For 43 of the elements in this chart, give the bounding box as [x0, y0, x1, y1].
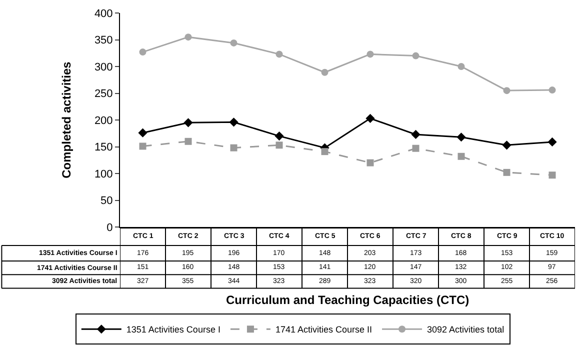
y-tick-label: 50: [100, 195, 113, 208]
y-tick-label: 350: [94, 34, 113, 47]
point: [229, 118, 238, 127]
y-tick-label: 0: [106, 222, 113, 234]
point: [502, 140, 512, 150]
point: [548, 86, 556, 94]
y-tick-label: 150: [94, 142, 113, 154]
point: [503, 168, 510, 176]
legend-label: 1741 Activities Course II: [275, 324, 372, 335]
point: [139, 142, 146, 150]
y-tick-label: 300: [94, 61, 113, 74]
y-axis-title: Completed activities: [60, 61, 74, 178]
point: [548, 172, 556, 179]
point: [230, 144, 238, 152]
legend-label: 1351 Activities Course I: [126, 324, 220, 335]
point: [411, 130, 420, 139]
point: [276, 50, 283, 58]
point: [456, 132, 466, 142]
point: [412, 144, 420, 152]
point: [366, 159, 374, 166]
point: [503, 87, 510, 94]
point: [230, 39, 238, 46]
point: [548, 137, 557, 146]
point: [276, 142, 283, 149]
point: [184, 118, 193, 128]
point: [366, 114, 375, 123]
point: [184, 138, 192, 145]
point: [458, 63, 465, 70]
point: [139, 48, 146, 56]
legend-label: 3092 Activities total: [427, 324, 504, 335]
point: [366, 50, 374, 58]
point: [184, 34, 192, 41]
point: [138, 128, 148, 138]
point: [321, 148, 328, 156]
point: [458, 152, 465, 160]
point: [412, 52, 420, 60]
y-tick-label: 250: [94, 88, 113, 100]
point: [321, 68, 328, 76]
y-tick-label: 100: [94, 168, 113, 180]
x-axis-title: Curriculum and Teaching Capacities (CTC): [226, 293, 470, 307]
y-tick-label: 400: [94, 8, 113, 20]
y-tick-label: 200: [94, 114, 113, 127]
point: [274, 132, 284, 141]
